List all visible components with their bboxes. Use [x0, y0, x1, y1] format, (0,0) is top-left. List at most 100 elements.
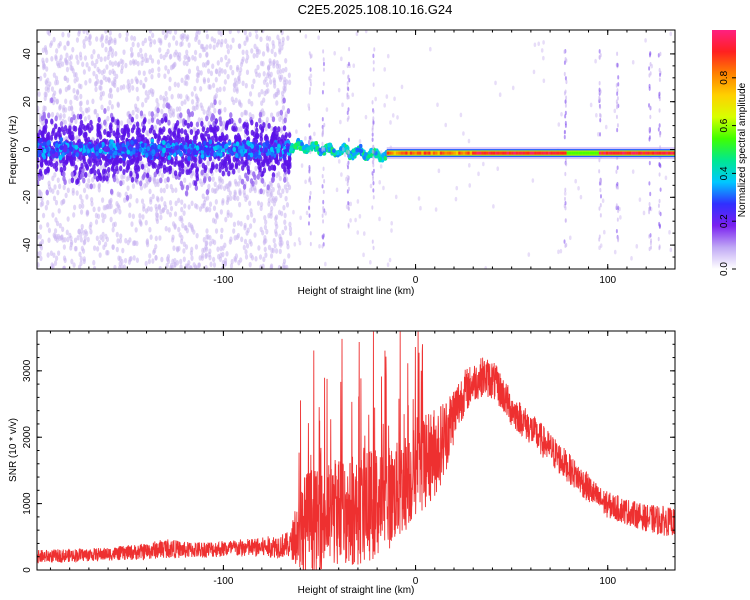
carrier-core-segment — [437, 151, 440, 155]
carrier-core-segment — [541, 151, 544, 155]
spectrogram-noise-point — [152, 177, 157, 183]
spectrogram-noise-point — [340, 172, 343, 177]
carrier-core-segment — [578, 151, 581, 155]
spectrogram-streak-point — [648, 206, 651, 212]
spectrogram-noise-point — [148, 110, 152, 117]
spectrogram-point — [109, 149, 113, 155]
spectrogram-streak-point — [599, 178, 602, 183]
carrier-core-segment — [589, 151, 593, 155]
spectrogram-noise-point — [269, 253, 274, 259]
spectrogram-noise-point — [243, 40, 247, 47]
spectrogram-noise-point — [85, 30, 90, 36]
spectrogram-noise-point — [419, 205, 422, 211]
carrier-core-segment — [502, 151, 505, 155]
spectrogram-point — [89, 119, 93, 126]
spectrogram-noise-point — [563, 191, 567, 196]
spectrogram-noise-point — [206, 195, 210, 201]
spectrogram-noise-point — [269, 264, 273, 269]
spectrogram-noise-point — [202, 202, 206, 209]
spectrogram-streak-point — [658, 77, 661, 82]
spectrogram-point — [238, 117, 242, 124]
spectrogram-noise-point — [205, 172, 209, 179]
spectrogram-point — [188, 111, 192, 118]
spectrogram-noise-point — [78, 203, 82, 210]
spectrogram-noise-point — [273, 51, 277, 58]
spectrogram-noise-point — [339, 119, 342, 125]
spectrogram-noise-point — [355, 31, 359, 37]
spectrogram-noise-point — [229, 263, 234, 269]
spectrogram-noise-point — [613, 108, 617, 114]
spectrogram-noise-point — [557, 249, 560, 255]
spectrogram-point — [115, 158, 119, 165]
spectrogram-noise-point — [189, 250, 194, 256]
spectrogram-noise-point — [148, 253, 152, 259]
spectrogram-noise-point — [190, 99, 195, 105]
spectrogram-noise-point — [194, 36, 198, 43]
spectrogram-noise-point — [378, 216, 381, 222]
colorbar-tick: 0.2 — [719, 214, 736, 228]
carrier-core-segment — [596, 151, 599, 155]
carrier-core-segment — [453, 151, 457, 155]
spectrogram-noise-point — [226, 48, 230, 55]
spectrogram-point — [194, 184, 199, 191]
spectrogram-point — [146, 146, 151, 152]
spectrogram-noise-point — [282, 204, 286, 211]
spectrogram-streak-point — [347, 137, 350, 142]
spectrogram-noise-point — [221, 245, 225, 251]
spectrogram-noise-point — [128, 212, 132, 219]
spectrogram-noise-point — [383, 103, 386, 108]
spectrogram-noise-point — [256, 200, 261, 206]
spectrogram-noise-point — [193, 56, 197, 62]
spectrogram-noise-point — [284, 66, 288, 73]
spectrogram-streak-point — [564, 99, 567, 104]
spectrogram-noise-point — [190, 91, 194, 97]
spectrogram-noise-point — [104, 241, 108, 248]
spectrogram-noise-point — [63, 236, 67, 243]
spectrogram-noise-point — [110, 104, 114, 110]
spectrogram-noise-point — [379, 150, 383, 155]
spectrogram-noise-point — [149, 206, 153, 212]
spectrogram-noise-point — [220, 68, 224, 74]
spectrogram-point — [244, 144, 249, 150]
spectrogram-point — [130, 176, 135, 183]
spectrogram-noise-point — [199, 86, 203, 92]
spectrogram-point — [126, 159, 130, 166]
spectrogram-noise-point — [164, 65, 168, 71]
spectrogram-noise-point — [136, 42, 140, 48]
spectrogram-noise-point — [116, 86, 120, 93]
spectrogram-point — [269, 146, 274, 152]
spectrogram-point — [122, 130, 126, 137]
carrier-core-segment — [478, 151, 482, 155]
spectrogram-point — [172, 133, 177, 140]
spectrogram-point — [51, 130, 55, 137]
spectrogram-noise-point — [199, 70, 203, 76]
carrier-core-segment — [661, 151, 664, 155]
spectrogram-noise-point — [169, 64, 174, 71]
spectrogram-y-axis-label: Frequency (Hz) — [8, 116, 19, 185]
spectrogram-streak-point — [563, 129, 566, 135]
spectrogram-streak-point — [598, 55, 601, 60]
spectrogram-noise-point — [142, 203, 146, 209]
spectrogram-noise-point — [38, 233, 42, 240]
carrier-core-segment — [389, 151, 392, 155]
spectrogram-noise-point — [204, 252, 209, 258]
spectrogram-noise-point — [43, 91, 47, 98]
spectrogram-noise-point — [100, 212, 105, 219]
spectrogram-noise-point — [156, 59, 161, 65]
spectrogram-noise-point — [257, 245, 261, 251]
spectrogram-point — [267, 122, 271, 129]
spectrogram-point — [250, 119, 254, 126]
spectrogram-point — [173, 170, 178, 177]
spectrogram-point — [70, 171, 75, 178]
spectrogram-noise-point — [285, 79, 289, 85]
spectrogram-noise-point — [284, 195, 288, 202]
spectrogram-point — [190, 111, 195, 118]
carrier-core-segment — [619, 151, 623, 155]
spectrogram-noise-point — [630, 256, 633, 261]
spectrogram-streak-point — [372, 245, 375, 251]
spectrogram-noise-point — [595, 112, 598, 118]
spectrogram-streak-point — [564, 76, 567, 81]
spectrogram-point — [214, 163, 219, 170]
spectrogram-noise-point — [243, 222, 247, 229]
